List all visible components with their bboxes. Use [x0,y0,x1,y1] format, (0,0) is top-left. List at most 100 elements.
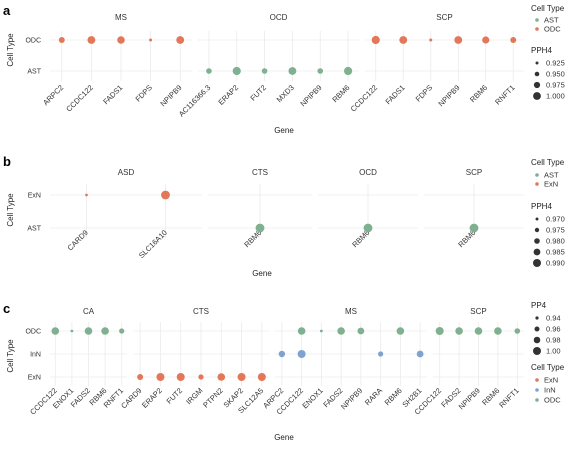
point-a-scp-ccdc122-odc [371,35,380,45]
point-a-scp-npipb9-odc [454,36,463,44]
panel-a-xtick-fdps: FDPS [133,83,154,104]
legend-c-size-dot-2 [534,326,540,332]
panel-c-facet-cts: CTS [193,307,209,316]
panel-c-xtick-rnft1: RNFT1 [497,386,520,409]
panel-b-facet-scp: SCP [466,168,482,177]
panel-a-xlabel: Gene [274,126,294,135]
legend-b-size-label-2: 0.975 [546,226,565,235]
panel-c-facet-ms: MS [345,307,357,316]
panel-b-facet-asd: ASD [118,168,135,177]
legend-b-size-dot-3 [534,238,540,244]
panel-c-xtick-rara: RARA [363,386,384,407]
legend-a-size-label-4: 1.000 [546,92,565,101]
panel-b-legend: Cell Type AST ExN PPH4 0.970 0.975 0.980… [531,158,565,268]
point-a-ocd-fut2-ast [261,68,268,74]
point-a-scp-rbm6-odc [482,36,490,44]
point-c-scp-ccdc122-odc [435,327,444,335]
legend-b-size-label-3: 0.980 [546,237,565,246]
point-c-ms-fads2-odc [337,327,345,335]
panel-a-xtick-fut2: FUT2 [248,83,268,103]
panel-b-xtick-slc16a10: SLC16A10 [137,228,169,260]
point-c-ms-rbm6-odc [396,327,405,335]
legend-c-size-label-3: 0.98 [546,336,561,345]
legend-a-size-label-1: 0.925 [546,59,565,68]
point-c-ms-ccdc122-inn [297,350,306,358]
point-a-ocd-erap2-ast [232,66,241,76]
point-a-ocd-npipb9-ast [317,68,324,74]
point-a-scp-fads1-odc [399,36,408,44]
legend-c-odc-label: ODC [544,396,561,405]
panel-a-xtick-npipb9: NPIPB9 [436,83,461,108]
legend-c-exn-label: ExN [544,376,558,385]
point-a-ms-fads1-odc [117,36,125,44]
legend-c-size-label-4: 1.00 [546,347,561,356]
panel-c-xtick-fut2: FUT2 [165,386,185,406]
legend-a-size-dot-3 [533,81,541,89]
legend-c-inn-label: InN [544,386,556,395]
legend-a-odc-label: ODC [544,25,561,34]
panel-a-xtick-rbm6: RBM6 [468,83,489,104]
legend-c-inn-dot [535,388,539,392]
legend-c-size-label-1: 0.94 [546,314,561,323]
panel-a-xtick-rbm6: RBM6 [330,83,351,104]
panel-c-ytick-exn: ExN [28,375,41,382]
panel-a-xtick-arpc2: ARPC2 [41,83,65,107]
panel-b-xlabel: Gene [252,269,272,278]
point-c-cts-irgm-exn [198,374,204,380]
point-a-scp-rnft1-odc [510,37,517,43]
legend-c-size-dot-3 [533,336,541,344]
point-c-ca-enox1-odc [70,329,74,333]
panel-a-xtick-ccdc122: CCDC122 [349,83,380,114]
legend-a-odc-dot [535,27,539,31]
legend-a-size-dot-4 [533,92,541,100]
legend-a-size-dot-2 [534,71,540,77]
point-a-ocd-rbm6-ast [344,66,353,76]
point-a-ms-fdps-odc [149,38,153,42]
point-c-cts-slc12a5-exn [257,373,266,381]
point-a-ocd-mxd3-ast [288,67,297,75]
point-c-scp-fads2-odc [455,327,463,335]
legend-a-ast-dot [535,18,539,22]
point-c-ca-fads2-odc [84,327,93,335]
panel-a-ytick-ast: AST [27,69,41,76]
legend-c-size-dot-4 [533,347,541,355]
panel-b-ytick-ast: AST [27,226,41,233]
panel-a-xtick-npipb9: NPIPB9 [158,83,183,108]
legend-b-size-dot-2 [534,227,540,233]
panel-b-xtick-card9: CARD9 [66,228,90,252]
panel-label-a: a [3,3,11,18]
panel-label-c: c [3,301,10,316]
legend-c-odc-dot [535,398,539,402]
point-c-ca-rbm6-odc [101,327,109,335]
panel-b-ytick-exn: ExN [28,193,41,200]
panel-c-xtick-npipb9: NPIPB9 [339,386,364,411]
panel-label-b: b [3,154,11,169]
panel-c-facet-scp: SCP [470,307,486,316]
point-c-ms-arpc2-inn [278,350,286,358]
panel-c-xlabel: Gene [274,433,294,442]
panel-c-color-legend-title: Cell Type [531,363,565,372]
panel-a-xtick-npipb9: NPIPB9 [298,83,323,108]
point-c-ms-sh2b1-inn [416,350,424,358]
point-c-scp-rnft1-odc [514,328,521,334]
legend-b-size-dot-4 [533,248,541,256]
panel-c-ytick-odc: ODC [25,329,41,336]
panel-a-ylabel: Cell Type [6,33,15,67]
panel-c-xtick-enox1: ENOX1 [300,386,324,410]
panel-a-xtick-mxd3: MXD3 [275,83,296,104]
panel-c-ytick-inn: InN [30,352,41,359]
point-c-ms-enox1-odc [319,329,323,333]
legend-b-ast-label: AST [544,171,559,180]
legend-a-size-label-2: 0.950 [546,70,565,79]
point-c-ms-ccdc122-odc [297,327,306,335]
panel-a-ytick-odc: ODC [25,38,41,45]
panel-a-color-legend-title: Cell Type [531,4,565,13]
point-c-ms-npipb9-odc [357,327,365,335]
point-b-asd-slc16a10-exn [161,190,170,200]
legend-b-size-label-1: 0.970 [546,215,565,224]
legend-a-size-dot-1 [535,61,539,65]
panel-c-size-legend-title: PP4 [531,301,547,310]
